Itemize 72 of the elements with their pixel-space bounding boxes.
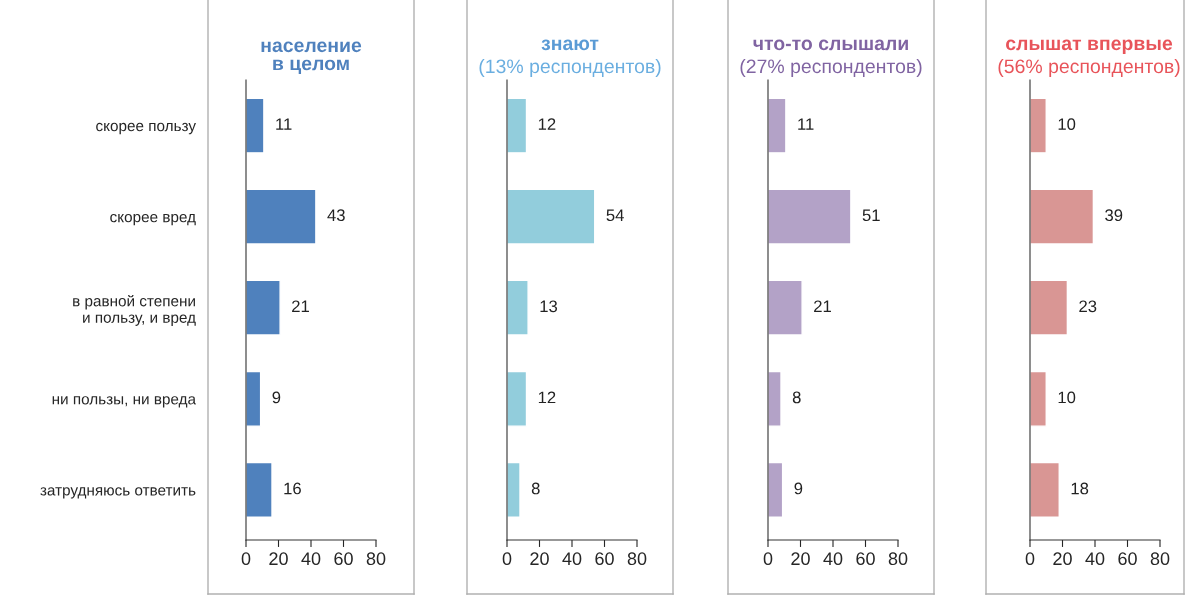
chart-title: слышат впервые xyxy=(1006,39,1173,55)
data-label: 10 xyxy=(1058,391,1076,404)
bar xyxy=(768,188,852,245)
data-label: 11 xyxy=(798,118,814,130)
data-label: 9 xyxy=(794,482,803,495)
x-tick-label: 20 xyxy=(530,552,549,566)
bar xyxy=(507,370,528,427)
x-tick-label: 20 xyxy=(791,552,810,566)
x-tick-label: 60 xyxy=(1118,552,1137,566)
data-label: 21 xyxy=(292,300,309,313)
chart-title: знают xyxy=(541,39,599,51)
bar xyxy=(1030,370,1047,427)
bar xyxy=(768,97,787,154)
y-tick-label: скорее пользу xyxy=(96,122,196,135)
data-label: 54 xyxy=(606,209,624,222)
data-label: 13 xyxy=(540,300,558,313)
data-label: 8 xyxy=(531,482,540,495)
x-tick-label: 0 xyxy=(1025,552,1035,566)
bar xyxy=(768,279,803,336)
y-tick-label: затрудняюсь ответить xyxy=(40,487,196,499)
bar xyxy=(246,461,273,518)
bar xyxy=(507,188,596,245)
data-label: 21 xyxy=(814,300,831,313)
x-tick-label: 80 xyxy=(366,552,386,566)
data-label: 51 xyxy=(862,209,880,222)
bar xyxy=(246,97,265,154)
x-tick-label: 80 xyxy=(888,552,908,566)
bar xyxy=(507,461,521,518)
data-label: 12 xyxy=(538,118,556,130)
bar xyxy=(768,461,784,518)
bar xyxy=(1030,188,1095,245)
bar xyxy=(246,370,262,427)
chart-subtitle: (56% респондентов) xyxy=(998,58,1180,78)
data-label: 8 xyxy=(792,391,801,404)
x-tick-label: 0 xyxy=(241,552,251,566)
data-label: 43 xyxy=(327,209,345,222)
bar xyxy=(507,279,529,336)
bar xyxy=(246,188,317,245)
x-tick-label: 60 xyxy=(334,552,353,566)
y-tick-label: в равной степени и пользу, и вред xyxy=(73,294,196,326)
bar xyxy=(1030,461,1060,518)
bar xyxy=(507,97,528,154)
x-tick-label: 0 xyxy=(502,552,512,566)
x-tick-label: 80 xyxy=(1150,552,1170,566)
x-tick-label: 40 xyxy=(1085,552,1105,566)
data-label: 12 xyxy=(538,391,556,404)
data-label: 39 xyxy=(1105,209,1123,222)
x-tick-label: 60 xyxy=(856,552,875,566)
x-tick-label: 20 xyxy=(1053,552,1072,566)
y-tick-label: скорее вред xyxy=(110,213,196,226)
x-tick-label: 60 xyxy=(595,552,614,566)
x-tick-label: 0 xyxy=(763,552,773,566)
data-label: 16 xyxy=(284,482,301,495)
chart-subtitle: (27% респондентов) xyxy=(740,58,922,78)
x-tick-label: 80 xyxy=(627,552,647,566)
chart-title: что-то слышали xyxy=(753,39,908,51)
data-label: 11 xyxy=(276,118,292,130)
data-label: 10 xyxy=(1058,118,1076,131)
bar xyxy=(1030,97,1047,154)
data-label: 23 xyxy=(1079,300,1097,313)
x-tick-label: 40 xyxy=(823,552,843,566)
data-label: 18 xyxy=(1071,482,1089,495)
chart-title: население в целом xyxy=(261,41,362,74)
y-tick-label: ни пользы, ни вреда xyxy=(52,396,197,408)
x-tick-label: 40 xyxy=(562,552,582,566)
x-tick-label: 20 xyxy=(269,552,288,566)
chart-subtitle: (13% респондентов) xyxy=(479,58,661,78)
bar xyxy=(246,279,281,336)
data-label: 9 xyxy=(272,391,281,404)
bar xyxy=(1030,279,1069,336)
bar xyxy=(768,370,782,427)
x-tick-label: 40 xyxy=(301,552,321,566)
